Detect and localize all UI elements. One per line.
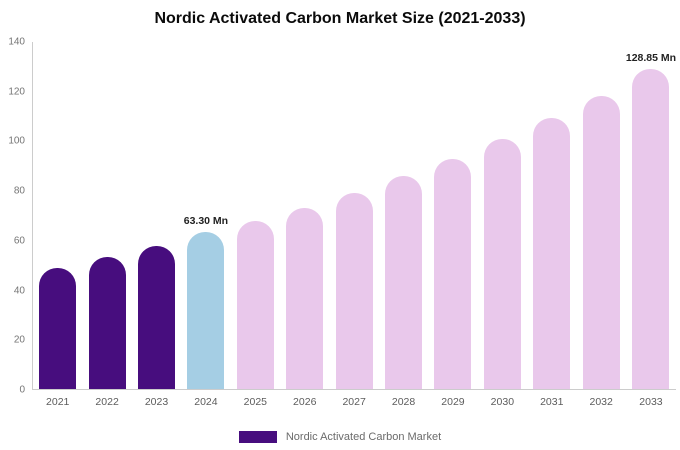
y-tick-label-80: 80 [13, 185, 25, 197]
x-tick-label-2024: 2024 [194, 396, 218, 408]
bar-2029 [434, 159, 472, 389]
y-tick-label-40: 40 [13, 285, 25, 297]
bar-2027 [335, 193, 373, 389]
x-tick-label-2023: 2023 [144, 396, 169, 408]
y-tick-label-100: 100 [8, 135, 25, 147]
y-tick-label-0: 0 [19, 384, 25, 396]
bar-2022 [88, 257, 126, 389]
bar-column-2025: 2025 [231, 42, 280, 408]
x-tick-label-2031: 2031 [540, 396, 564, 408]
bar-column-2021: 2021 [33, 42, 82, 408]
y-axis: 0 20 40 60 80 100 120 140 [0, 37, 27, 396]
bar-column-2032: 2032 [576, 42, 625, 408]
bar-column-2023: 2023 [132, 42, 181, 408]
bar-2031 [533, 118, 571, 389]
legend-swatch [238, 431, 277, 443]
x-tick-label-2030: 2030 [490, 396, 515, 408]
x-tick-label-2028: 2028 [391, 396, 416, 408]
bar-column-2022: 2022 [82, 42, 131, 408]
bar-2028 [385, 176, 423, 389]
bar-column-2026: 2026 [280, 42, 329, 408]
y-tick-label-120: 120 [8, 86, 25, 98]
bar-column-2024: 63.30 Mn 2024 [181, 42, 230, 408]
bar-2025 [236, 221, 274, 389]
bar-2024 [187, 232, 225, 389]
bar-2032 [582, 96, 620, 389]
bar-2030 [483, 139, 521, 389]
legend-label: Nordic Activated Carbon Market [285, 431, 442, 443]
bar-column-2031: 2031 [527, 42, 576, 408]
bar-column-2029: 2029 [428, 42, 477, 408]
bar-2033 [632, 69, 670, 389]
bar-column-2027: 2027 [329, 42, 378, 408]
bar-2023 [138, 246, 176, 389]
y-tick-label-20: 20 [13, 334, 25, 346]
bars: 2021 2022 2023 63.30 Mn 2024 2025 2026 2027 2028… [33, 42, 677, 408]
bar-value-label-2024: 63.30 Mn [183, 215, 229, 227]
x-tick-label-2025: 2025 [243, 396, 267, 408]
y-tick-label-140: 140 [8, 36, 25, 48]
legend: Nordic Activated Carbon Market [0, 431, 680, 443]
x-tick-label-2021: 2021 [46, 396, 70, 408]
y-tick-label-60: 60 [13, 235, 25, 247]
bar-2026 [286, 208, 324, 389]
plot-area: 2021 2022 2023 63.30 Mn 2024 2025 2026 2027 2028… [32, 42, 677, 408]
chart-title: Nordic Activated Carbon Market Size (202… [154, 10, 526, 27]
bar-column-2028: 2028 [379, 42, 428, 408]
bar-value-label-2033: 128.85 Mn [625, 52, 677, 64]
x-tick-label-2027: 2027 [342, 396, 366, 408]
bar-column-2033: 128.85 Mn 2033 [625, 42, 677, 408]
bar-2021 [39, 268, 77, 389]
x-tick-label-2029: 2029 [441, 396, 465, 408]
x-tick-label-2026: 2026 [293, 396, 317, 408]
bar-column-2030: 2030 [478, 42, 527, 408]
x-tick-label-2033: 2033 [639, 396, 663, 408]
x-tick-label-2032: 2032 [589, 396, 613, 408]
x-tick-label-2022: 2022 [95, 396, 119, 408]
